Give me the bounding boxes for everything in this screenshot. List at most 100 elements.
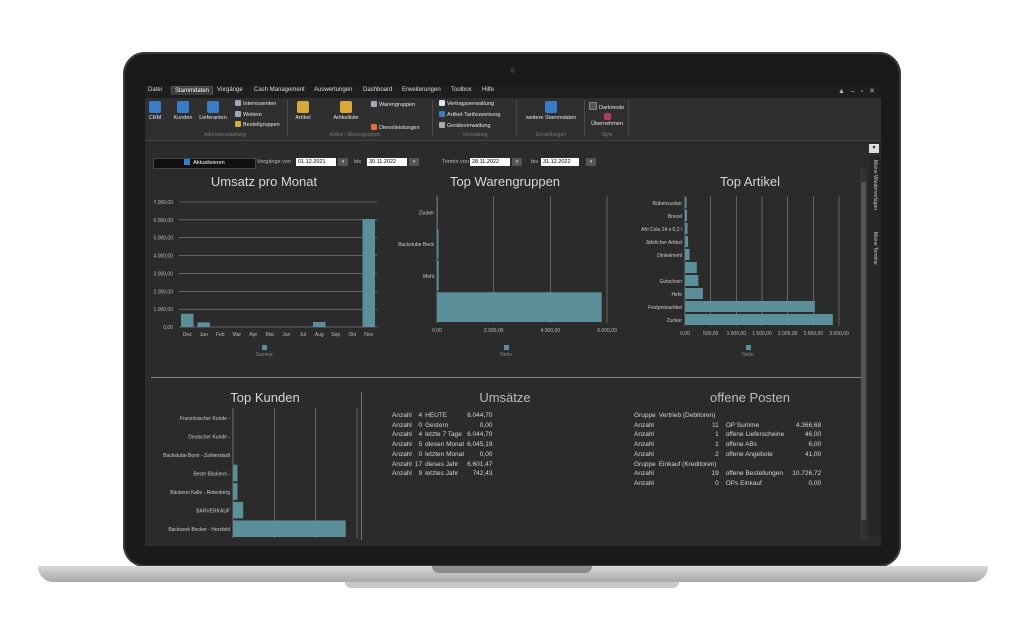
termin-bis-input[interactable]: 31.12.2022 (541, 158, 579, 166)
chart-title-umsatz: Umsatz pro Monat (210, 174, 318, 189)
crm-button[interactable]: CRM (148, 101, 162, 121)
y-tick-label: Festpreisartikel (648, 305, 682, 311)
uebernehmen-button[interactable]: Übernehmen (589, 113, 625, 127)
weitere-button[interactable]: Weitere (235, 111, 262, 118)
dienstleistungen-button[interactable]: Dienstleistungen (371, 124, 420, 131)
artikel-button[interactable]: Artikel (293, 101, 313, 121)
interessenten-button[interactable]: Interessenten (235, 100, 276, 107)
table-row: Anzahl 1 offene Lieferscheine 46,00 (634, 430, 824, 440)
tab-meine-termine[interactable]: Meine Termine (872, 232, 878, 265)
menu-cash-management[interactable]: Cash Management (254, 87, 305, 93)
vorgaenge-von-label: Vorgänge von (257, 159, 291, 165)
x-tick-label: Mai (266, 332, 274, 338)
group-einstellungen: Einstellungen (535, 132, 567, 138)
app-window: Datei Stammdaten Vorgänge Cash Managemen… (145, 86, 881, 546)
termin-von-input[interactable]: 28.11.2022 (470, 158, 510, 166)
collapse-icon[interactable]: ▾ (869, 144, 879, 153)
window-controls[interactable]: ▲ – ▫ ✕ (837, 88, 877, 95)
tab-meine-wiedervorlagen[interactable]: Meine Wiedervorlagen (872, 160, 878, 211)
lieferanten-button[interactable]: Lieferanten (198, 101, 228, 121)
x-tick-label: Mar (232, 332, 241, 338)
x-tick-label: 2.000,00 (484, 328, 504, 334)
menu-stammdaten[interactable]: Stammdaten (171, 86, 214, 95)
menu-erweiterungen[interactable]: Erweiterungen (402, 87, 441, 93)
contract-icon (439, 100, 445, 106)
bis-label: bis (354, 159, 362, 165)
dropdown-icon[interactable]: ▾ (512, 158, 522, 166)
vorgaenge-bis-input[interactable]: 30.11.2022 (367, 158, 407, 166)
legend-swatch (261, 345, 267, 350)
ribbon-separator (516, 100, 517, 136)
table-cell: dieses Jahr (425, 460, 459, 468)
menu-dashboard[interactable]: Dashboard (363, 87, 393, 93)
bestellgruppen-button[interactable]: Bestellgruppen (235, 121, 280, 128)
group-icon (235, 121, 241, 127)
folder-icon (297, 101, 309, 113)
scrollbar-thumb[interactable] (861, 182, 866, 520)
legend-swatch (503, 345, 509, 350)
more-icon (235, 111, 241, 117)
weitere-label: Weitere (243, 112, 262, 118)
dropdown-icon[interactable]: ▾ (409, 158, 419, 166)
table-cell: 10.726,72 (792, 470, 822, 478)
y-tick-label: Gutschein (659, 279, 682, 285)
menu-hilfe[interactable]: Hilfe (482, 87, 495, 93)
menu-auswertungen[interactable]: Auswertungen (314, 87, 353, 93)
x-tick-label: 2.000,00 (778, 331, 798, 337)
table-cell: Gruppe (634, 412, 656, 419)
menu-datei[interactable]: Datei (148, 87, 163, 93)
table-row: Anzahl 19 offene Bestellungen 10.726,72 (634, 469, 824, 479)
warengruppen-button[interactable]: Warengruppen (371, 101, 415, 108)
table-cell: 0 (418, 421, 423, 429)
artikel-tarifzuweisung-button[interactable]: Artikel-Tarifzuweisung (439, 111, 501, 118)
table-row: Anzahl 0 OPs Einkauf 0,00 (634, 479, 824, 489)
x-tick-label: Feb (216, 332, 225, 338)
artikelliste-button[interactable]: Artikelliste (331, 101, 361, 121)
legend-netto: Netto (495, 345, 517, 358)
refresh-button[interactable]: Aktualisieren (153, 158, 256, 169)
y-tick-label: 5.000,00 (154, 236, 174, 242)
dropdown-icon[interactable]: ▾ (338, 158, 348, 166)
y-tick-label: 6.000,00 (154, 218, 174, 224)
laptop-notch (432, 566, 592, 573)
menu-vorgaenge[interactable]: Vorgänge (217, 87, 243, 93)
y-tick-label: Jährlicher Artikel (645, 240, 682, 246)
y-tick-label: Backstube Bomi - Zahlenstadt (163, 453, 230, 459)
table-cell: 6,00 (808, 441, 822, 449)
y-tick-label: Zucker (667, 318, 683, 324)
vertragsverwaltung-label: Vertragsverwaltung (447, 101, 495, 107)
vertragsverwaltung-button[interactable]: Vertragsverwaltung (439, 100, 494, 107)
chart-title-artikel: Top Artikel (720, 174, 780, 189)
table-cell: 17 (414, 460, 423, 468)
menu-toolbox[interactable]: Toolbox (451, 87, 472, 93)
y-tick-label: 3.000,00 (154, 271, 174, 277)
table-cell: 19 (711, 470, 719, 478)
geraeteverwaltung-button[interactable]: Geräteverwaltung (439, 122, 490, 129)
table-cell: 5 (418, 441, 423, 449)
bar (685, 314, 833, 325)
table-cell: Anzahl (634, 421, 654, 429)
x-tick-label: 0,00 (680, 331, 690, 337)
table-cell: 742,43 (472, 470, 493, 478)
table-cell: 6.045,19 (467, 441, 493, 449)
kunden-button[interactable]: Kunden (172, 101, 194, 121)
bar (685, 288, 703, 299)
x-tick-label: 3.000,00 (829, 331, 849, 337)
y-tick-label: Brezel (668, 214, 682, 220)
weitere-stammdaten-button[interactable]: weitere Stammdaten (521, 101, 581, 121)
y-tick-label: Französischer Kunde - (180, 416, 231, 422)
dropdown-icon[interactable]: ▾ (586, 158, 596, 166)
bar (685, 236, 689, 247)
group-adressbearbeitung: Adressbearbeitung (204, 132, 246, 138)
table-cell: Anzahl (392, 450, 412, 458)
darkmode-toggle[interactable]: Darkmode (589, 102, 624, 111)
vorgaenge-von-input[interactable]: 01.12.2021 (296, 158, 336, 166)
x-tick-label: Jan (200, 332, 208, 338)
table-cell: Anzahl (392, 470, 412, 478)
y-tick-label: Backwerk Becker - Herzfeld (168, 527, 230, 533)
table-cell: Einkauf (Kreditoren) (658, 460, 717, 468)
table-row: Gruppe Vertrieb (Debitoren) (634, 411, 824, 421)
camera-icon (510, 68, 515, 73)
bar (685, 301, 815, 312)
table-row: Anzahl 17 dieses Jahr 6.601,47 (392, 460, 495, 470)
